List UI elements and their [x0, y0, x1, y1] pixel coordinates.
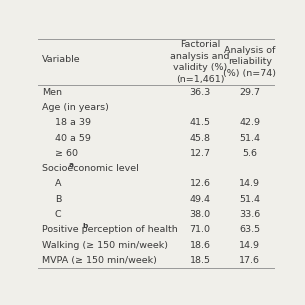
- Text: Positive perception of health: Positive perception of health: [42, 225, 178, 234]
- Text: 42.9: 42.9: [239, 118, 260, 127]
- Text: 41.5: 41.5: [189, 118, 210, 127]
- Text: 51.4: 51.4: [239, 134, 260, 143]
- Text: 45.8: 45.8: [189, 134, 210, 143]
- Text: 18 a 39: 18 a 39: [55, 118, 91, 127]
- Text: b: b: [82, 223, 88, 229]
- Text: Analysis of
reliability
(%) (n=74): Analysis of reliability (%) (n=74): [223, 46, 276, 78]
- Text: Age (in years): Age (in years): [42, 103, 109, 112]
- Text: 29.7: 29.7: [239, 88, 260, 97]
- Text: Factorial
analysis and
validity (%)
(n=1,461): Factorial analysis and validity (%) (n=1…: [170, 40, 230, 84]
- Text: Socioeconomic level: Socioeconomic level: [42, 164, 138, 173]
- Text: 38.0: 38.0: [189, 210, 211, 219]
- Text: 5.6: 5.6: [242, 149, 257, 158]
- Text: 17.6: 17.6: [239, 256, 260, 265]
- Text: 49.4: 49.4: [189, 195, 210, 204]
- Text: MVPA (≥ 150 min/week): MVPA (≥ 150 min/week): [42, 256, 156, 265]
- Text: 12.6: 12.6: [189, 179, 210, 188]
- Text: 18.5: 18.5: [189, 256, 210, 265]
- Text: Men: Men: [42, 88, 62, 97]
- Text: A: A: [55, 179, 61, 188]
- Text: 40 a 59: 40 a 59: [55, 134, 91, 143]
- Text: ≥ 60: ≥ 60: [55, 149, 78, 158]
- Text: 18.6: 18.6: [189, 241, 210, 249]
- Text: Variable: Variable: [42, 55, 80, 64]
- Text: 33.6: 33.6: [239, 210, 260, 219]
- Text: C: C: [55, 210, 61, 219]
- Text: 12.7: 12.7: [189, 149, 210, 158]
- Text: Walking (≥ 150 min/week): Walking (≥ 150 min/week): [42, 241, 168, 249]
- Text: 51.4: 51.4: [239, 195, 260, 204]
- Text: 63.5: 63.5: [239, 225, 260, 234]
- Text: 14.9: 14.9: [239, 179, 260, 188]
- Text: 71.0: 71.0: [189, 225, 210, 234]
- Text: 14.9: 14.9: [239, 241, 260, 249]
- Text: 36.3: 36.3: [189, 88, 211, 97]
- Text: B: B: [55, 195, 61, 204]
- Text: a: a: [68, 162, 74, 168]
